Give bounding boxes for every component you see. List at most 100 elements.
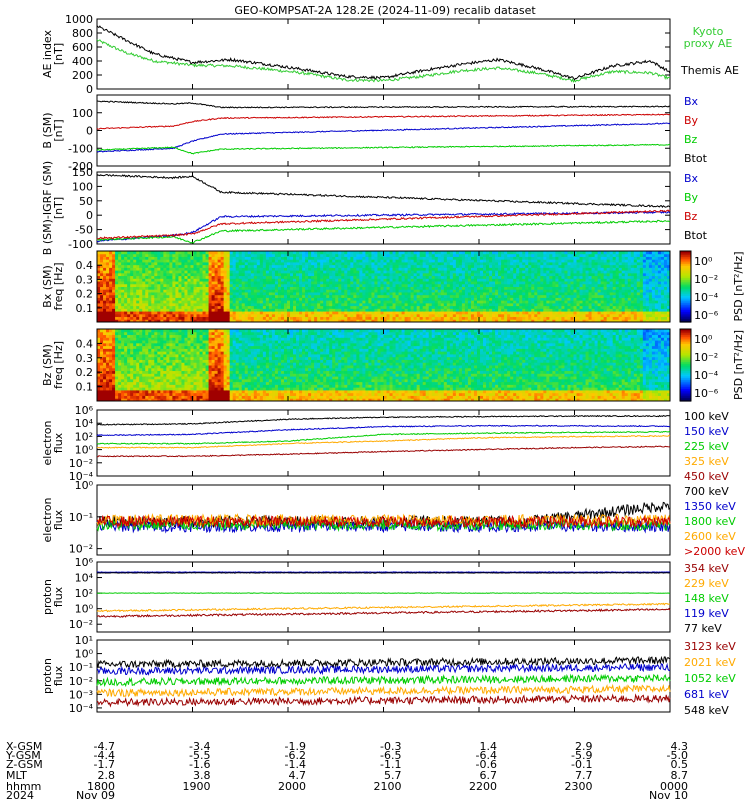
spectrogram-cell xyxy=(97,316,101,320)
spectrogram-cell xyxy=(461,308,466,312)
spectrogram-cell xyxy=(205,305,210,309)
spectrogram-cell xyxy=(615,283,620,287)
spectrogram-cell xyxy=(217,300,222,304)
spectrogram-cell xyxy=(522,308,526,312)
spectrogram-cell xyxy=(464,286,469,290)
spectrogram-cell xyxy=(476,272,481,277)
spectrogram-cell xyxy=(232,308,237,312)
spectrogram-cell xyxy=(244,294,249,298)
spectrogram-cell xyxy=(244,291,249,296)
spectrogram-cell xyxy=(226,319,231,323)
spectrogram-cell xyxy=(377,264,381,268)
spectrogram-cell xyxy=(504,297,508,301)
spectrogram-cell xyxy=(365,272,369,277)
spectrogram-cell xyxy=(630,297,635,301)
spectrogram-cell xyxy=(335,261,339,266)
spectrogram-cell xyxy=(588,289,593,293)
spectrogram-cell xyxy=(229,313,234,318)
spectrogram-cell xyxy=(501,251,505,255)
spectrogram-cell xyxy=(597,291,602,296)
spectrogram-cell xyxy=(136,278,140,282)
spectrogram-cell xyxy=(531,283,535,287)
spectrogram-cell xyxy=(302,319,306,323)
spectrogram-cell xyxy=(362,311,366,315)
spectrogram-cell xyxy=(410,275,415,279)
spectrogram-cell xyxy=(543,251,547,255)
spectrogram-cell xyxy=(265,251,270,255)
spectrogram-cell xyxy=(190,259,195,263)
spectrogram-cell xyxy=(148,300,152,304)
spectrogram-cell xyxy=(467,313,472,318)
spectrogram-cell xyxy=(214,272,219,277)
spectrogram-cell xyxy=(525,283,529,287)
spectrogram-cell xyxy=(540,283,544,287)
spectrogram-cell xyxy=(492,272,496,277)
spectrogram-cell xyxy=(326,270,330,274)
series-btot-line xyxy=(96,100,671,109)
spectrogram-cell xyxy=(124,294,128,298)
spectrogram-cell xyxy=(115,294,119,298)
spectrogram-cell xyxy=(350,253,354,257)
spectrogram-cell xyxy=(280,253,285,257)
spectrogram-cell xyxy=(570,267,574,271)
spectrogram-cell xyxy=(308,311,312,315)
spectrogram-cell xyxy=(326,281,330,285)
spectrogram-cell xyxy=(398,302,403,307)
spectrogram-cell xyxy=(597,251,602,255)
spectrogram-cell xyxy=(546,267,550,271)
spectrogram-cell xyxy=(223,259,228,263)
spectrogram-cell xyxy=(510,278,514,282)
spectrogram-cell xyxy=(627,259,632,263)
spectrogram-cell xyxy=(443,297,448,301)
spectrogram-cell xyxy=(567,251,571,255)
spectrogram-cell xyxy=(597,272,602,277)
spectrogram-cell xyxy=(576,300,581,304)
spectrogram-cell xyxy=(169,267,173,271)
spectrogram-cell xyxy=(259,297,264,301)
spectrogram-cell xyxy=(561,275,565,279)
spectrogram-cell xyxy=(561,264,565,268)
spectrogram-cell xyxy=(473,267,478,271)
spectrogram-cell xyxy=(302,313,306,318)
spectrogram-cell xyxy=(609,316,614,320)
spectrogram-cell xyxy=(639,308,644,312)
spectrogram-cell xyxy=(232,272,237,277)
spectrogram-cell xyxy=(513,264,517,268)
spectrogram-cell xyxy=(431,259,436,263)
legend-bz: Bz xyxy=(684,133,698,146)
spectrogram-cell xyxy=(504,251,508,255)
spectrogram-cell xyxy=(564,256,568,260)
spectrogram-cell xyxy=(115,253,119,257)
spectrogram-cell xyxy=(528,311,532,315)
spectrogram-cell xyxy=(431,256,436,260)
spectrogram-cell xyxy=(353,283,357,287)
spectrogram-cell xyxy=(525,261,529,266)
spectrogram-cell xyxy=(501,270,505,274)
spectrogram-cell xyxy=(413,291,418,296)
spectrogram-cell xyxy=(525,302,529,307)
spectrogram-cell xyxy=(455,264,460,268)
spectrogram-cell xyxy=(133,281,137,285)
spectrogram-cell xyxy=(296,291,300,296)
spectrogram-cell xyxy=(286,278,291,282)
spectrogram-cell xyxy=(145,283,149,287)
spectrogram-cell xyxy=(594,270,599,274)
spectrogram-cell xyxy=(151,286,155,290)
spectrogram-cell xyxy=(302,283,306,287)
spectrogram-cell xyxy=(175,308,179,312)
spectrogram-cell xyxy=(181,305,185,309)
spectrogram-cell xyxy=(555,272,559,277)
spectrogram-cell xyxy=(428,251,433,255)
spectrogram-cell xyxy=(455,270,460,274)
spectrogram-cell xyxy=(353,261,357,266)
spectrogram-cell xyxy=(271,297,276,301)
spectrogram-cell xyxy=(654,308,659,312)
spectrogram-cell xyxy=(178,311,182,315)
spectrogram-cell xyxy=(157,283,161,287)
spectrogram-cell xyxy=(639,281,644,285)
spectrogram-cell xyxy=(555,259,559,263)
spectrogram-cell xyxy=(238,278,243,282)
spectrogram-cell xyxy=(437,291,442,296)
spectrogram-cell xyxy=(564,311,568,315)
spectrogram-cell xyxy=(323,264,327,268)
